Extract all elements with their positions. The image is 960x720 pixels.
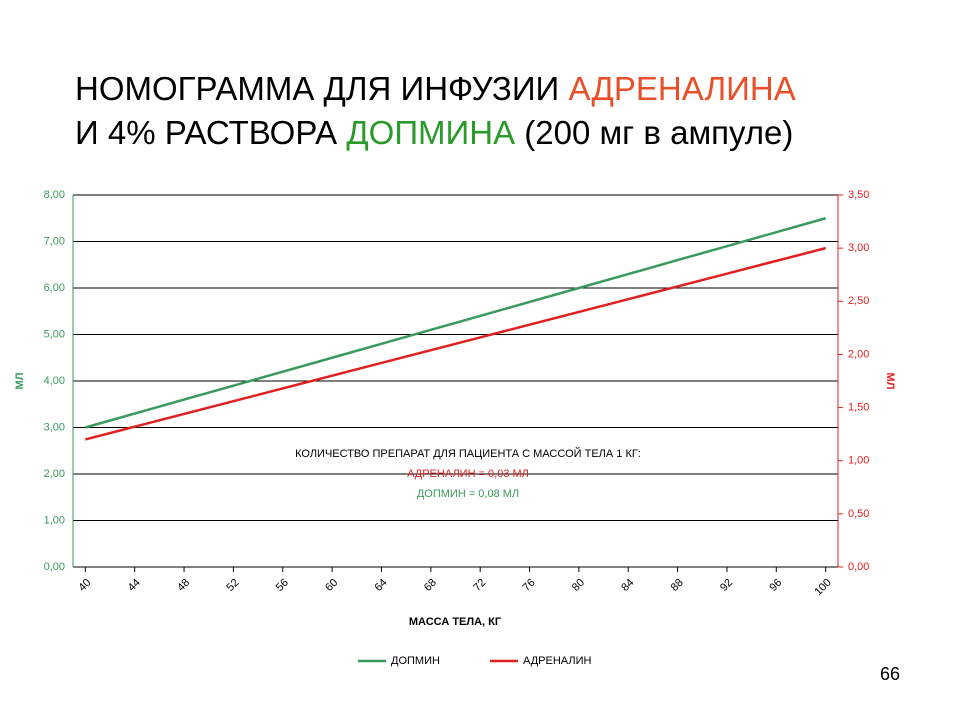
x-axis-title: МАССА ТЕЛА, КГ bbox=[409, 616, 502, 628]
y2-tick-label: 2,50 bbox=[848, 295, 869, 307]
title-text: АДРЕНАЛИНА bbox=[568, 70, 796, 107]
x-tick-label: 40 bbox=[76, 577, 93, 594]
annotation: АДРЕНАЛИН = 0,03 МЛ bbox=[407, 468, 529, 480]
title-line: НОМОГРАММА ДЛЯ ИНФУЗИИ АДРЕНАЛИНА bbox=[75, 70, 796, 108]
x-tick-label: 64 bbox=[372, 577, 389, 594]
legend-label: ДОПМИН bbox=[391, 655, 440, 667]
y2-tick-label: 2,00 bbox=[848, 348, 869, 360]
title-text: ДОПМИНА bbox=[346, 114, 516, 151]
x-tick-label: 60 bbox=[323, 577, 340, 594]
annotation: ДОПМИН = 0,08 МЛ bbox=[417, 488, 519, 500]
y2-tick-label: 1,00 bbox=[848, 455, 869, 467]
x-tick-label: 96 bbox=[767, 577, 784, 594]
x-tick-label: 44 bbox=[126, 577, 143, 594]
x-tick-label: 76 bbox=[521, 577, 538, 594]
x-tick-label: 88 bbox=[669, 577, 686, 594]
y-tick-label: 3,00 bbox=[44, 421, 65, 433]
x-tick-label: 48 bbox=[175, 577, 192, 594]
x-tick-label: 84 bbox=[619, 577, 636, 594]
y2-tick-label: 1,50 bbox=[848, 401, 869, 413]
y-tick-label: 0,00 bbox=[44, 561, 65, 573]
y-tick-label: 7,00 bbox=[44, 235, 65, 247]
y-tick-label: 4,00 bbox=[44, 375, 65, 387]
y-tick-label: 8,00 bbox=[44, 189, 65, 201]
y2-axis-title: МЛ bbox=[884, 373, 896, 390]
y2-tick-label: 3,50 bbox=[848, 189, 869, 201]
data-line bbox=[85, 246, 826, 441]
title-line: И 4% РАСТВОРА ДОПМИНА (200 мг в ампуле) bbox=[75, 114, 793, 152]
x-tick-label: 100 bbox=[812, 577, 833, 598]
title-text: И 4% РАСТВОРА bbox=[75, 114, 347, 151]
title-text: (200 мг в ампуле) bbox=[515, 114, 794, 151]
y-axis-title: МЛ bbox=[14, 373, 26, 390]
annotation: КОЛИЧЕСТВО ПРЕПАРАТ ДЛЯ ПАЦИЕНТА С МАССО… bbox=[295, 447, 641, 460]
page-number: 66 bbox=[880, 664, 900, 684]
x-tick-label: 80 bbox=[570, 577, 587, 594]
data-line bbox=[84, 217, 827, 429]
x-tick-label: 92 bbox=[718, 577, 735, 594]
y2-tick-label: 3,00 bbox=[848, 242, 869, 254]
y-tick-label: 5,00 bbox=[44, 328, 65, 340]
y2-tick-label: 0,00 bbox=[848, 561, 869, 573]
x-tick-label: 52 bbox=[224, 577, 241, 594]
y-tick-label: 6,00 bbox=[44, 282, 65, 294]
y2-tick-label: 0,50 bbox=[848, 508, 869, 520]
y-tick-label: 1,00 bbox=[44, 514, 65, 526]
legend-label: АДРЕНАЛИН bbox=[523, 655, 591, 667]
x-tick-label: 56 bbox=[274, 577, 291, 594]
title-text: НОМОГРАММА ДЛЯ ИНФУЗИИ bbox=[75, 70, 569, 107]
y-tick-label: 2,00 bbox=[44, 468, 65, 480]
x-tick-label: 72 bbox=[471, 577, 488, 594]
x-tick-label: 68 bbox=[422, 577, 439, 594]
